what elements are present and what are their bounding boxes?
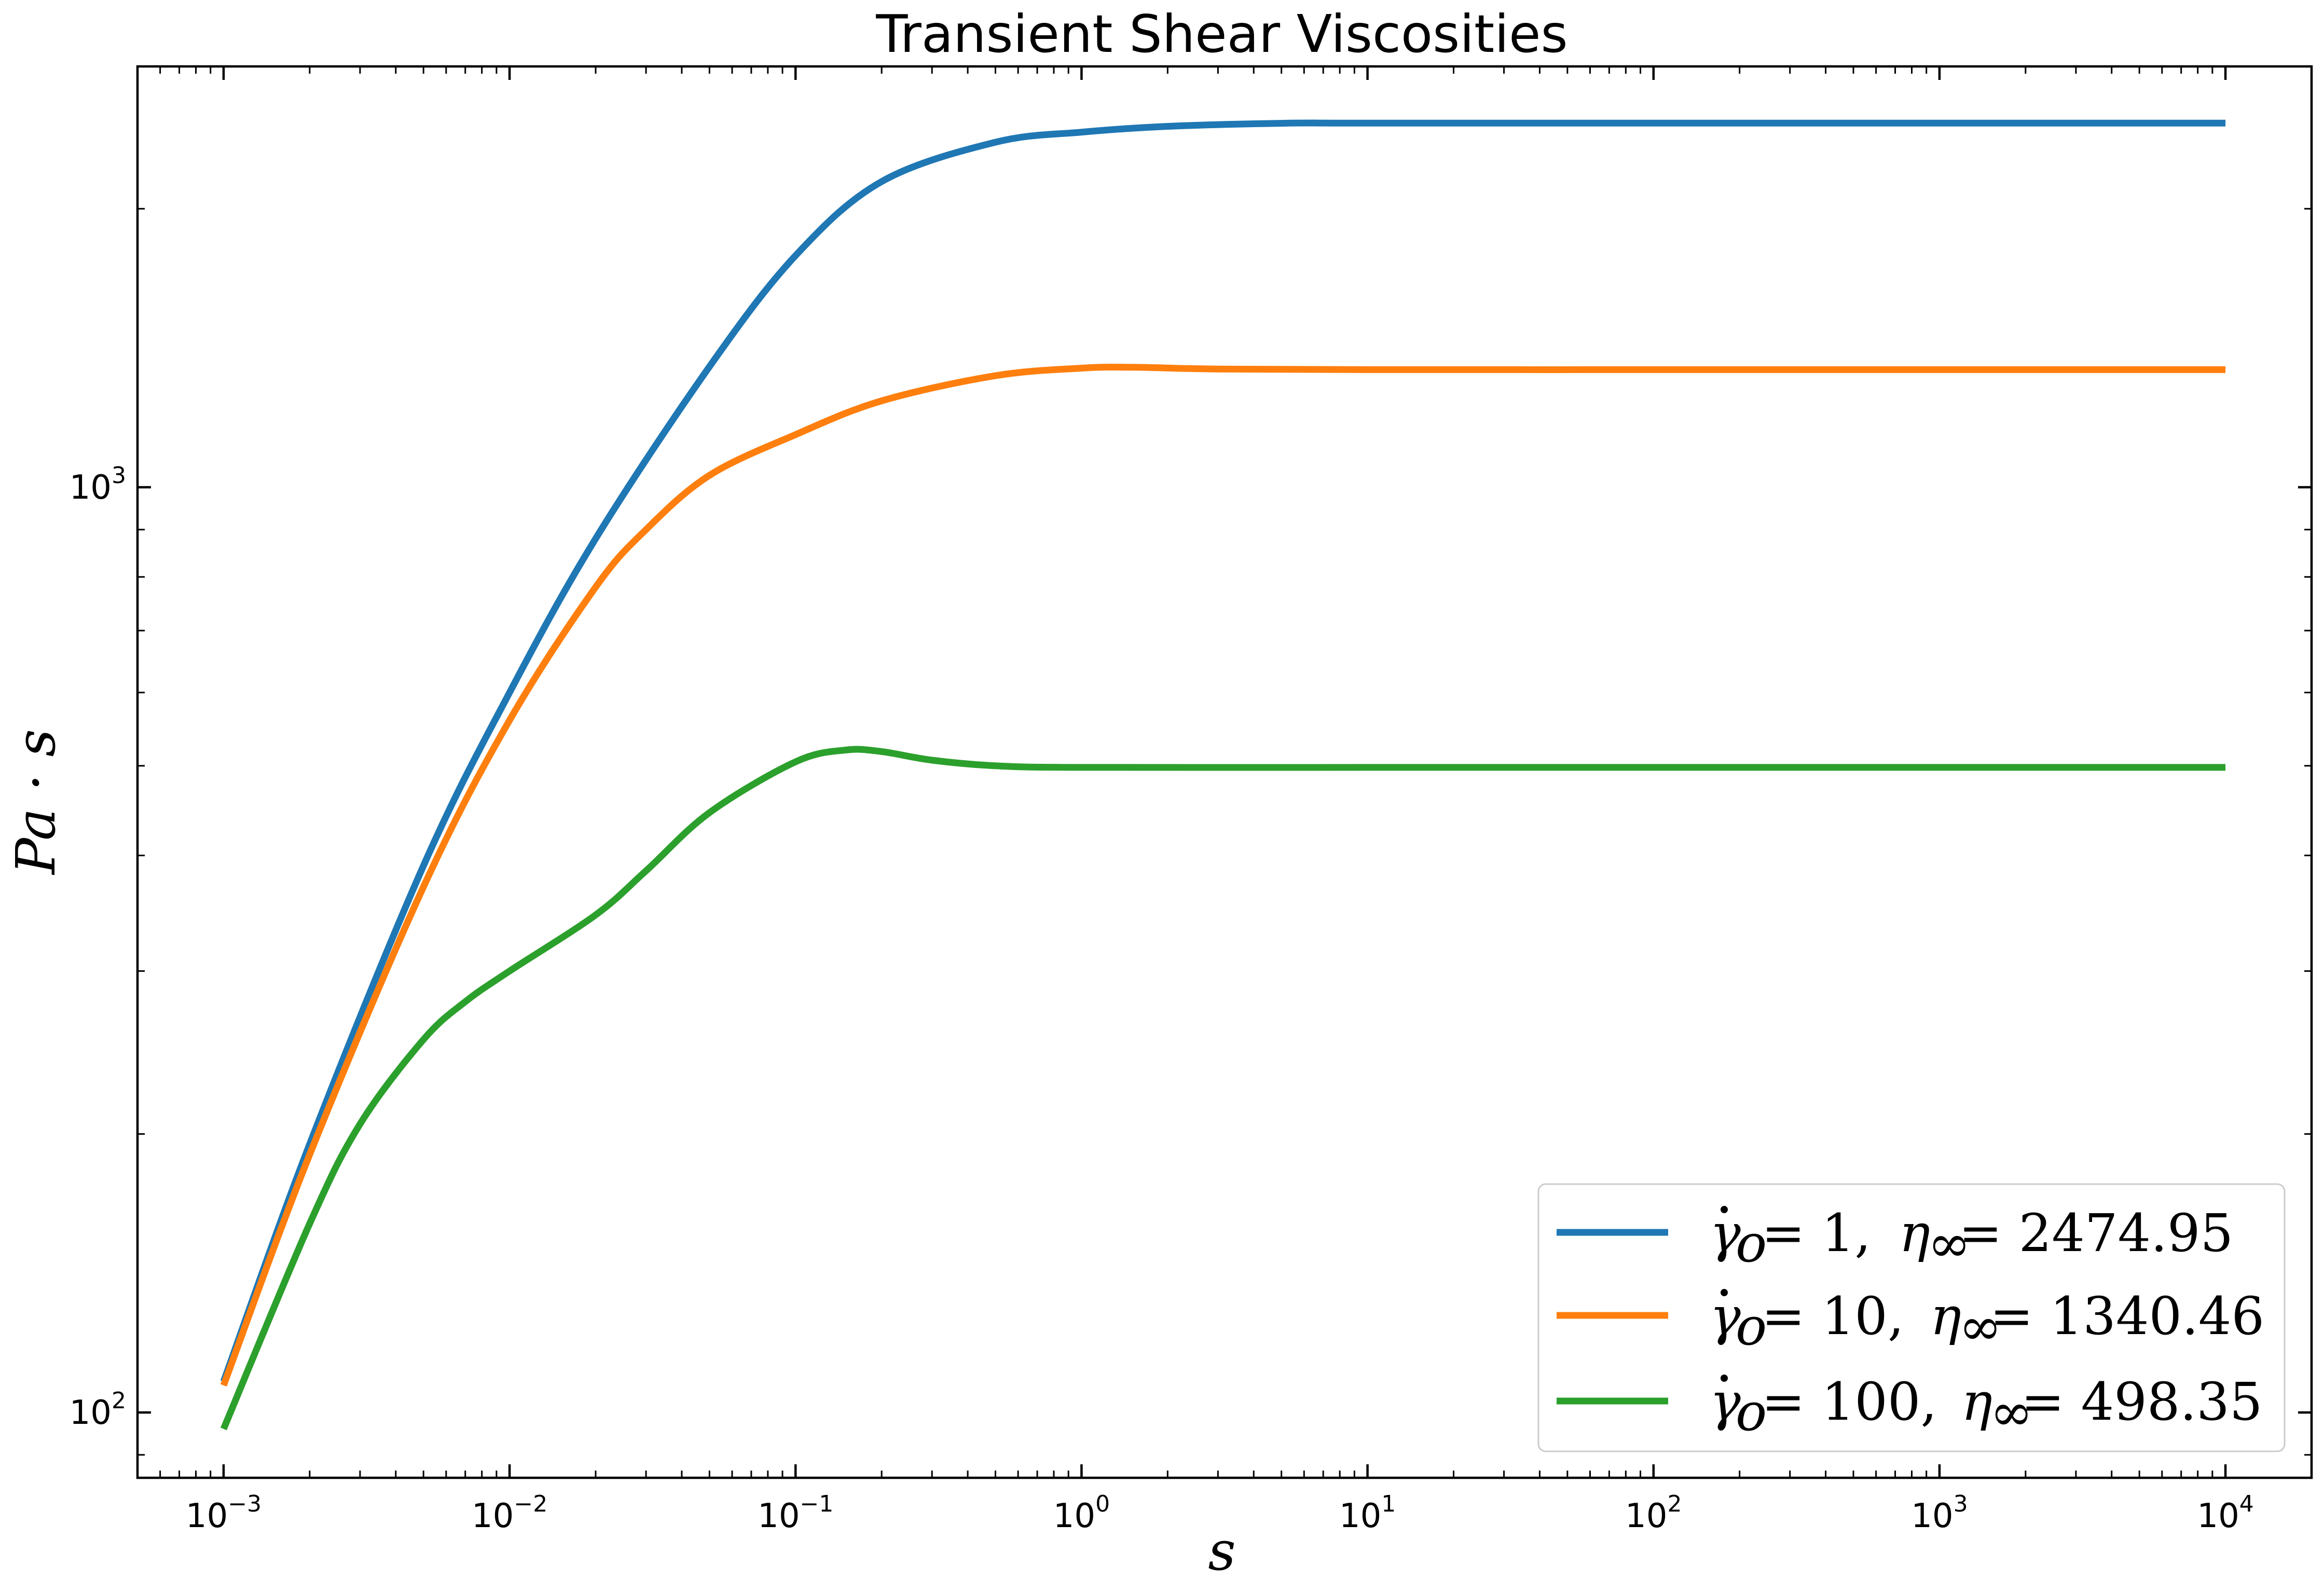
x-tick-label: 10−1: [758, 1491, 833, 1535]
y-tick-label: 102: [70, 1388, 126, 1432]
legend-entry-2: γo= 10, η∞= 1340.46: [1710, 1286, 2264, 1357]
legend-gamma-subscript: o: [1736, 1213, 1767, 1274]
legend-rate-value: = 100,: [1762, 1371, 1937, 1432]
legend-rate-value: = 10,: [1762, 1286, 1904, 1347]
series-line-3: [220, 746, 2226, 1431]
y-axis-label: Pa · s: [4, 729, 67, 875]
legend-entry-3: γo= 100, η∞= 498.35: [1710, 1371, 2262, 1443]
x-tick-label: 100: [1053, 1491, 1110, 1535]
legend-entry-1: γo= 1, η∞= 2474.95: [1710, 1203, 2233, 1274]
y-tick-label: 103: [70, 462, 126, 507]
legend-frame: [1537, 1183, 2286, 1452]
legend-gamma-dot: [1721, 1375, 1728, 1382]
legend-gamma-dot: [1721, 1206, 1728, 1213]
plot-area: 10−3 10−2 10−1 100 101 102 103 104 102 103: [70, 65, 2313, 1535]
legend-eta-symbol: η: [1930, 1286, 1961, 1347]
legend-gamma-dot: [1721, 1289, 1728, 1296]
series-line-2: [220, 363, 2226, 1387]
legend-gamma-subscript: o: [1736, 1382, 1767, 1443]
x-tick-label: 103: [1911, 1491, 1968, 1535]
axes-frame: [136, 65, 2313, 1479]
legend-eta-subscript: ∞: [1990, 1382, 2033, 1443]
legend-eta-symbol: η: [1899, 1203, 1930, 1264]
x-axis-label: s: [1208, 1519, 1235, 1583]
legend-eta-value: = 1340.46: [1990, 1286, 2264, 1347]
series-line-1: [220, 119, 2226, 1383]
x-tick-label: 104: [2197, 1491, 2253, 1535]
legend-eta-value: = 498.35: [2021, 1371, 2262, 1432]
x-tick-label: 102: [1625, 1491, 1682, 1535]
x-tick-label: 101: [1339, 1491, 1396, 1535]
legend-eta-symbol: η: [1961, 1371, 1992, 1432]
legend-eta-subscript: ∞: [1928, 1213, 1971, 1274]
chart-title: Transient Shear Viscosities: [875, 4, 1567, 64]
legend-eta-value: = 2474.95: [1959, 1203, 2233, 1264]
legend-gamma-subscript: o: [1736, 1296, 1767, 1357]
x-tick-label: 10−2: [472, 1491, 547, 1535]
legend-rate-value: = 1,: [1762, 1203, 1871, 1264]
x-tick-label: 10−3: [186, 1491, 262, 1535]
legend-eta-subscript: ∞: [1959, 1296, 2002, 1357]
